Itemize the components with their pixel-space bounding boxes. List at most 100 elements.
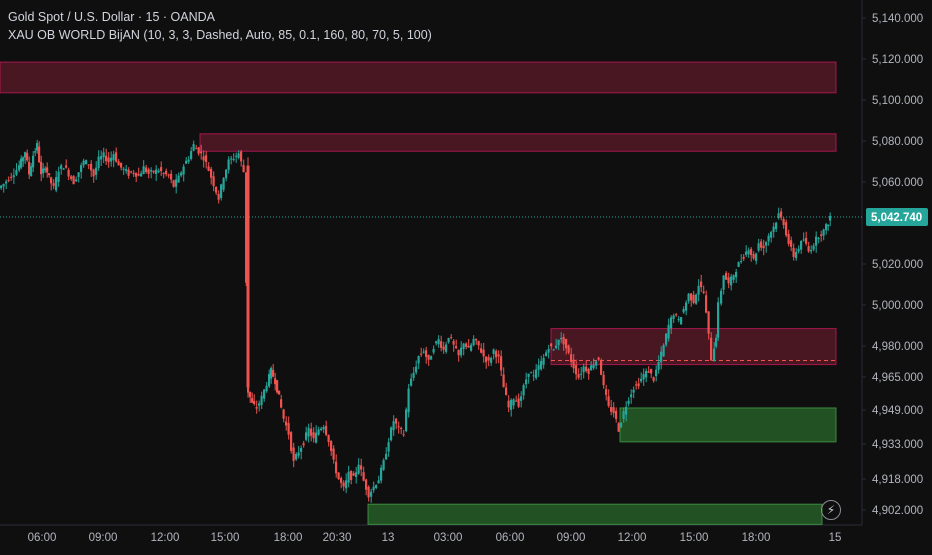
candle-up [392, 421, 395, 431]
candle-down [90, 163, 93, 171]
candle-up [645, 370, 648, 378]
candle-up [300, 448, 303, 452]
bullish-order-block[interactable] [619, 407, 837, 443]
candle-down [707, 311, 710, 334]
candle-down [272, 369, 275, 377]
candle-down [500, 356, 503, 371]
candle-up [95, 167, 98, 175]
candle-down [276, 380, 279, 393]
candle-up [77, 172, 80, 178]
candle-up [380, 467, 383, 481]
candle-up [177, 175, 180, 183]
candle-down [87, 164, 90, 166]
candle-down [325, 425, 328, 435]
lightning-icon[interactable]: ⚡︎ [821, 500, 841, 520]
candle-up [582, 366, 585, 373]
candle-up [372, 486, 375, 491]
x-tick-label: 12:00 [151, 532, 180, 544]
current-price-label: 5,042.740 [871, 212, 922, 224]
candle-up [470, 344, 473, 351]
candle-up [713, 348, 716, 362]
candle-up [232, 158, 235, 160]
candle-up [552, 349, 555, 351]
bearish-order-block[interactable] [199, 133, 837, 152]
x-tick-label: 18:00 [742, 532, 771, 544]
candle-up [62, 168, 65, 170]
candle-down [597, 357, 600, 360]
candle-down [785, 222, 788, 236]
candle-down [515, 400, 518, 402]
price-axis[interactable]: 5,140.000 5,120.000 5,100.000 5,080.000 5,06… [862, 13, 923, 517]
candle-up [34, 151, 37, 153]
x-tick-label: 03:00 [434, 532, 463, 544]
candle-down [650, 368, 653, 374]
candle-down [249, 391, 252, 398]
candle-up [625, 406, 628, 415]
candle-down [207, 166, 210, 171]
bullish-order-block[interactable] [367, 503, 823, 525]
x-tick-label: 15 [829, 532, 842, 544]
candle-up [370, 491, 373, 497]
candle-up [557, 339, 560, 346]
candle-up [677, 319, 680, 321]
bearish-order-block[interactable] [0, 61, 837, 94]
candle-down [782, 219, 785, 225]
candle-up [720, 290, 723, 304]
candle-down [400, 427, 403, 429]
candle-up [630, 394, 633, 398]
candle-up [140, 173, 143, 177]
candle-down [251, 398, 254, 403]
candle-down [587, 368, 590, 374]
candle-down [497, 354, 500, 357]
candle-up [382, 460, 385, 470]
candle-down [335, 461, 338, 474]
candle-down [135, 172, 138, 177]
candle-down [495, 351, 498, 358]
candle-up [540, 361, 543, 370]
x-tick-label: 09:00 [89, 532, 118, 544]
candle-down [612, 407, 615, 414]
candle-down [152, 170, 155, 173]
candle-up [680, 317, 683, 325]
candle-up [187, 159, 190, 162]
candle-up [777, 213, 780, 219]
candle-down [397, 426, 400, 428]
candle-up [520, 396, 523, 401]
candle-up [767, 235, 770, 242]
candle-down [787, 233, 790, 244]
candle-up [422, 351, 425, 353]
candle-up [745, 251, 748, 255]
candle-up [757, 243, 760, 251]
candle-up [102, 152, 105, 158]
candle-down [145, 167, 148, 173]
candle-down [200, 151, 203, 154]
candle-down [202, 156, 205, 161]
candle-down [147, 169, 150, 174]
candle-up [527, 373, 530, 377]
candle-up [755, 253, 758, 261]
candle-down [517, 398, 520, 407]
candle-up [410, 378, 413, 386]
y-tick-label: 5,020.000 [872, 259, 923, 271]
candle-down [465, 343, 468, 347]
candle-up [32, 155, 35, 168]
candles-group [0, 139, 832, 503]
symbol-title[interactable]: Gold Spot / U.S. Dollar · 15 · OANDA [8, 10, 216, 24]
candle-down [107, 157, 110, 163]
candle-up [315, 432, 318, 443]
candle-up [268, 374, 271, 387]
candle-down [170, 173, 173, 180]
candle-up [537, 365, 540, 370]
y-tick-label: 5,100.000 [872, 95, 923, 107]
candle-up [75, 179, 78, 182]
candle-up [182, 166, 185, 175]
candle-up [560, 337, 563, 340]
current-price-tag[interactable] [866, 208, 928, 226]
candle-up [222, 178, 225, 190]
indicator-title[interactable]: XAU OB WORLD BijAN (10, 3, 3, Dashed, Au… [8, 28, 432, 42]
candle-up [0, 185, 3, 189]
time-axis[interactable]: 06:00 09:00 12:00 15:00 18:00 20:30 13 03:00 06:… [28, 532, 842, 544]
candle-down [605, 389, 608, 395]
